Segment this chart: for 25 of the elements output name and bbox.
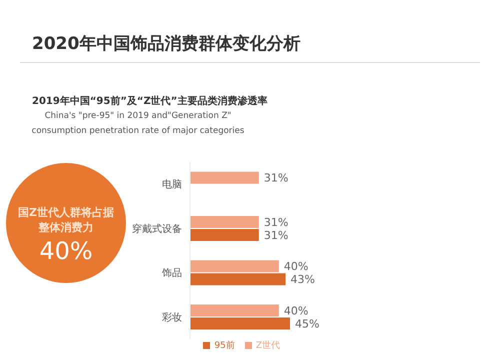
y-tick-label: 彩妆 bbox=[162, 311, 182, 324]
y-tick-label: 穿戴式设备 bbox=[132, 222, 182, 235]
data-label: 31% bbox=[264, 216, 288, 229]
text: 国Z世代人群将占据整体消费力 bbox=[17, 205, 115, 235]
chart-subtitle: 2019年中国“95前”及“Z世代”主要品类消费渗透率 bbox=[32, 94, 268, 108]
bar bbox=[190, 260, 279, 272]
y-tick-label: 电脑 bbox=[162, 178, 182, 191]
bar bbox=[190, 317, 290, 330]
chart-title: 2020年中国饰品消费群体变化分析 bbox=[32, 33, 300, 55]
data-label: 31% bbox=[264, 172, 288, 185]
bar bbox=[190, 273, 286, 286]
legend-label: Z世代 bbox=[256, 341, 280, 351]
bar bbox=[190, 304, 279, 316]
data-label: 45% bbox=[295, 317, 320, 330]
bar bbox=[190, 216, 259, 228]
y-tick-label: 饰品 bbox=[161, 267, 182, 280]
text: 40% bbox=[38, 237, 94, 265]
bar bbox=[190, 228, 259, 241]
text: China's "pre-95" in 2019 and"Generation Z" consumption penetration rate of major categories bbox=[30, 110, 246, 138]
data-label: 31% bbox=[264, 228, 288, 242]
data-label: 40% bbox=[284, 304, 308, 318]
bar bbox=[190, 172, 259, 184]
data-label: 43% bbox=[290, 273, 316, 286]
legend-label: 95前 bbox=[214, 341, 235, 351]
data-label: 40% bbox=[284, 260, 308, 274]
